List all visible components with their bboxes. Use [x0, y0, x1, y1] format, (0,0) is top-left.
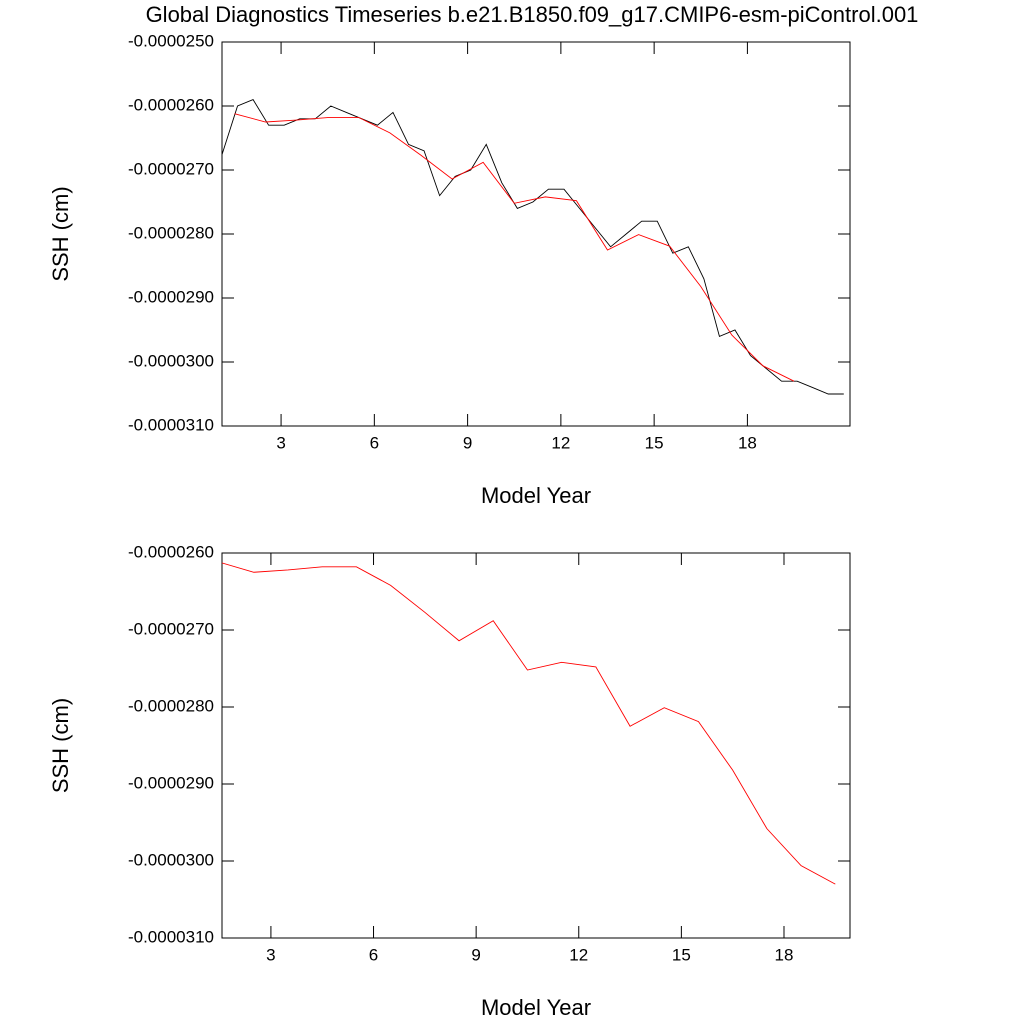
- y-tick-label: -0.0000270: [128, 159, 214, 178]
- x-tick-label: 18: [775, 945, 794, 964]
- plot-frame: [221, 41, 851, 427]
- y-tick-label: -0.0000300: [128, 850, 214, 869]
- y-tick-label: -0.0000260: [128, 95, 214, 114]
- data-line: [222, 99, 844, 395]
- x-axis-title: Model Year: [481, 483, 591, 508]
- y-tick-label: -0.0000270: [128, 619, 214, 638]
- x-tick-label: 15: [645, 433, 664, 452]
- y-tick-label: -0.0000300: [128, 351, 214, 370]
- y-tick-label: -0.0000310: [128, 415, 214, 434]
- x-tick-label: 15: [672, 945, 691, 964]
- y-tick-label: -0.0000290: [128, 287, 214, 306]
- x-tick-label: 3: [266, 945, 275, 964]
- y-axis-title: SSH (cm): [48, 186, 73, 281]
- x-tick-label: 6: [369, 945, 378, 964]
- chart-title: Global Diagnostics Timeseries b.e21.B185…: [146, 2, 919, 27]
- plot-frame: [221, 552, 851, 939]
- x-tick-label: 9: [463, 433, 472, 452]
- y-tick-label: -0.0000290: [128, 773, 214, 792]
- y-tick-label: -0.0000260: [128, 542, 214, 561]
- x-tick-label: 12: [551, 433, 570, 452]
- y-tick-label: -0.0000250: [128, 31, 214, 50]
- y-tick-label: -0.0000310: [128, 927, 214, 946]
- x-tick-label: 9: [471, 945, 480, 964]
- x-tick-label: 12: [569, 945, 588, 964]
- x-tick-label: 6: [370, 433, 379, 452]
- y-axis-title: SSH (cm): [48, 698, 73, 793]
- x-tick-label: 3: [276, 433, 285, 452]
- data-line: [234, 113, 795, 382]
- data-line: [222, 562, 836, 885]
- y-tick-label: -0.0000280: [128, 223, 214, 242]
- x-tick-label: 18: [738, 433, 757, 452]
- y-tick-label: -0.0000280: [128, 696, 214, 715]
- x-axis-title: Model Year: [481, 995, 591, 1020]
